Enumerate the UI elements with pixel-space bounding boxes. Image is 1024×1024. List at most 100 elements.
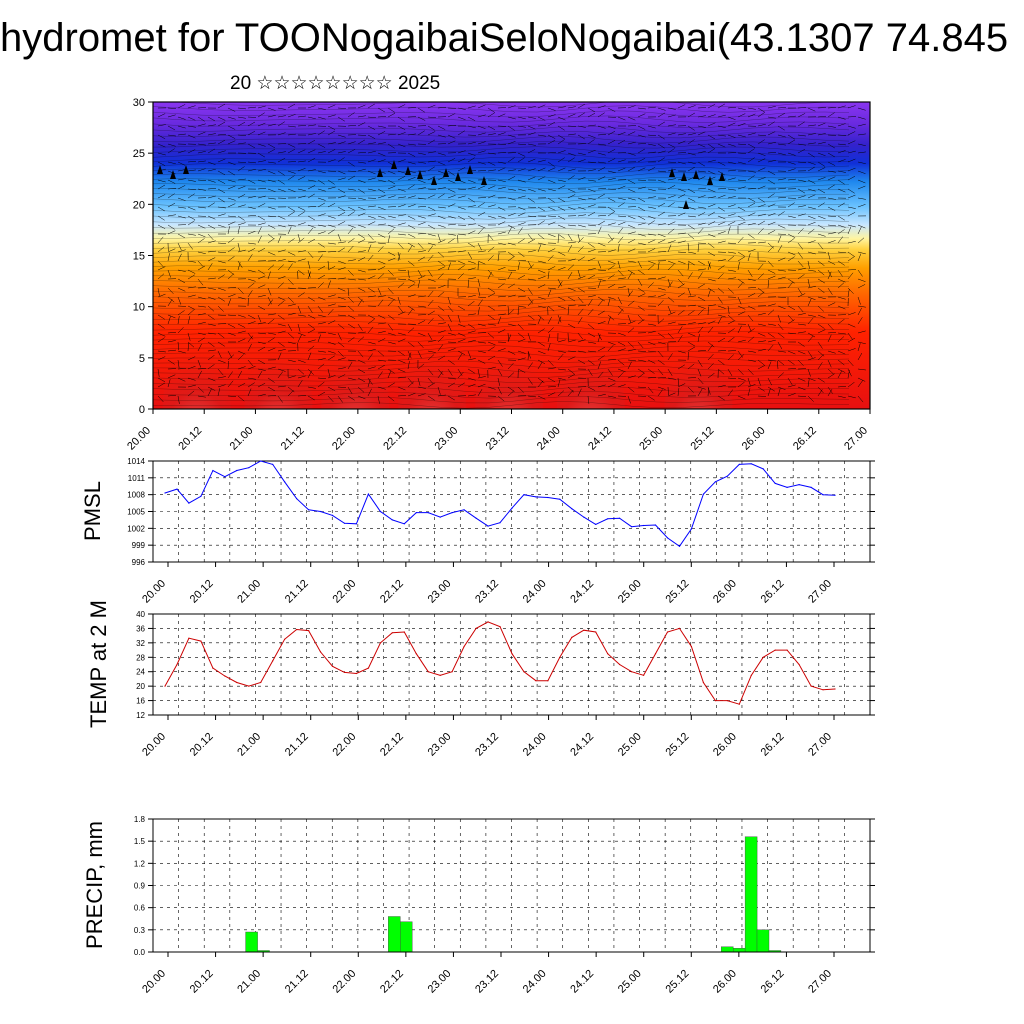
wind-barb <box>817 177 826 181</box>
isoline <box>153 238 849 246</box>
warm-surface-cell <box>244 339 313 409</box>
wind-barb <box>387 179 396 185</box>
wind-barb <box>587 332 596 338</box>
wind-barb <box>447 238 455 244</box>
wind-barb <box>277 352 282 361</box>
wind-barb <box>337 151 346 154</box>
wind-barb <box>777 178 786 181</box>
precip-x-tick-label: 22.00 <box>330 968 358 996</box>
wind-barb <box>517 227 523 235</box>
wind-barb <box>817 161 825 167</box>
pmsl-x-tick-label: 25.12 <box>663 578 691 606</box>
wind-barb <box>767 131 776 136</box>
wind-barb <box>437 322 446 325</box>
wind-barb <box>247 242 256 245</box>
wind-barb <box>207 277 216 280</box>
wind-barb <box>197 238 205 244</box>
heatmap-y-tick-label: 30 <box>133 97 145 109</box>
wind-barb <box>467 368 475 374</box>
wind-barb <box>417 215 426 219</box>
wind-barb <box>577 103 586 109</box>
wind-barb <box>607 316 611 325</box>
wind-barb <box>357 336 365 343</box>
wind-barb <box>647 151 656 154</box>
wind-barb <box>397 125 406 130</box>
wind-barb <box>317 363 325 370</box>
wind-barb <box>597 176 606 181</box>
wind-barb <box>777 244 783 253</box>
wind-barb <box>547 305 555 312</box>
wind-barb <box>767 275 776 280</box>
wind-barb <box>367 349 376 352</box>
wind-barb <box>467 141 476 145</box>
wind-barb <box>207 349 216 352</box>
wind-barb <box>567 113 576 118</box>
wind-barb <box>407 283 415 289</box>
wind-barb <box>627 314 632 323</box>
wind-barb <box>577 269 581 278</box>
wind-barb <box>697 131 706 136</box>
pmsl-point <box>308 509 310 511</box>
wind-barb <box>267 287 272 296</box>
wind-barb <box>167 202 176 208</box>
wind-barb <box>207 202 215 208</box>
wind-barb <box>407 381 415 388</box>
wind-barb <box>557 185 566 190</box>
wind-barb <box>687 112 696 118</box>
wind-barb <box>697 283 706 289</box>
wind-barb <box>287 303 296 307</box>
temp-point <box>822 689 824 691</box>
wind-barb <box>817 167 826 172</box>
wind-barb <box>347 149 356 154</box>
wind-barb <box>397 269 407 271</box>
wind-barb <box>197 337 205 343</box>
wind-barb <box>517 323 524 330</box>
wind-barb <box>857 116 866 120</box>
wind-barb <box>227 273 235 280</box>
wind-barb <box>477 104 486 109</box>
wind-barb <box>687 332 696 337</box>
wind-barb <box>767 309 775 316</box>
wind-barb <box>537 359 546 365</box>
wind-barb <box>437 134 446 138</box>
wind-barb <box>797 313 806 316</box>
wind-barb <box>507 309 514 316</box>
wind-barb <box>767 160 776 163</box>
wind-barb <box>807 166 816 172</box>
wind-barb <box>217 332 225 339</box>
wind-barb <box>427 377 434 385</box>
wind-barb <box>797 121 805 127</box>
wind-barb <box>537 269 546 274</box>
wind-barb <box>287 175 295 181</box>
wind-barb <box>337 170 346 175</box>
wind-barb <box>547 107 556 111</box>
wind-barb <box>327 215 336 219</box>
wind-barb <box>477 341 486 344</box>
temp-point <box>343 671 346 674</box>
wind-barb <box>637 341 644 349</box>
wind-barb <box>167 287 174 294</box>
wind-barb <box>767 246 774 253</box>
wind-barb <box>517 306 519 316</box>
wind-barb <box>507 269 517 272</box>
wind-barb <box>547 248 556 253</box>
wind-barb <box>407 269 410 278</box>
wind-barb <box>577 256 585 262</box>
wind-barb <box>817 354 824 361</box>
wind-barb <box>597 296 606 302</box>
wind-barb <box>347 124 357 127</box>
wind-barb <box>757 323 766 326</box>
wind-barb <box>817 242 824 250</box>
wind-barb <box>657 157 665 163</box>
wind-barb <box>517 179 526 183</box>
wind-barb <box>507 213 516 217</box>
wind-barb <box>587 211 596 217</box>
wind-barb <box>397 395 407 397</box>
wind-barb <box>427 354 435 361</box>
wind-barb <box>437 193 445 199</box>
wind-barb <box>577 237 584 244</box>
wind-flag <box>707 176 713 185</box>
wind-barb <box>217 121 226 127</box>
wind-barb <box>387 112 396 118</box>
wind-barb <box>717 103 726 109</box>
